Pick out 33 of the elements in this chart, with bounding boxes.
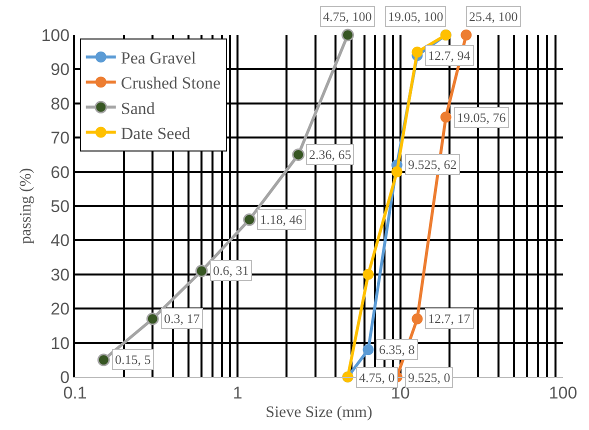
data-label: 2.36, 65 (309, 147, 352, 162)
data-label: 6.35, 8 (379, 342, 415, 357)
data-label: 9.525, 0 (408, 370, 450, 385)
legend-label: Crushed Stone (120, 74, 221, 93)
legend-label: Sand (120, 98, 156, 118)
legend-label: Pea Gravel (120, 48, 196, 68)
data-label: 25.4, 100 (469, 9, 518, 24)
x-tick-label: 1 (232, 383, 242, 402)
y-tick-label: 20 (50, 300, 70, 319)
y-tick-label: 30 (50, 265, 70, 284)
y-tick-label: 80 (50, 94, 70, 114)
x-axis-title: Sieve Size (mm) (266, 404, 372, 422)
legend-label: Date Seed (120, 124, 191, 143)
data-label: 9.525, 62 (408, 157, 457, 172)
y-tick-label: 100 (41, 26, 70, 45)
data-label: 4.75, 100 (323, 9, 372, 24)
data-label: 12.7, 17 (428, 311, 471, 326)
data-label: 0.6, 31 (213, 263, 249, 278)
data-label: 19.05, 100 (388, 9, 444, 24)
y-tick-label: 60 (50, 162, 70, 182)
y-tick-label: 10 (50, 334, 70, 353)
y-tick-label: 50 (50, 196, 70, 216)
y-tick-label: 90 (50, 60, 70, 80)
y-tick-label: 40 (50, 231, 70, 250)
x-tick-label: 100 (548, 383, 578, 402)
y-tick-label: 70 (50, 128, 70, 148)
data-label: 12.7, 94 (428, 48, 471, 63)
data-label: 1.18, 46 (260, 212, 303, 227)
data-label: 0.15, 5 (115, 352, 151, 367)
data-label: 4.75, 0 (359, 370, 395, 385)
data-label: 19.05, 76 (457, 110, 506, 125)
data-label: 0.3, 17 (164, 311, 200, 326)
y-axis-title: passing (%) (18, 168, 35, 244)
